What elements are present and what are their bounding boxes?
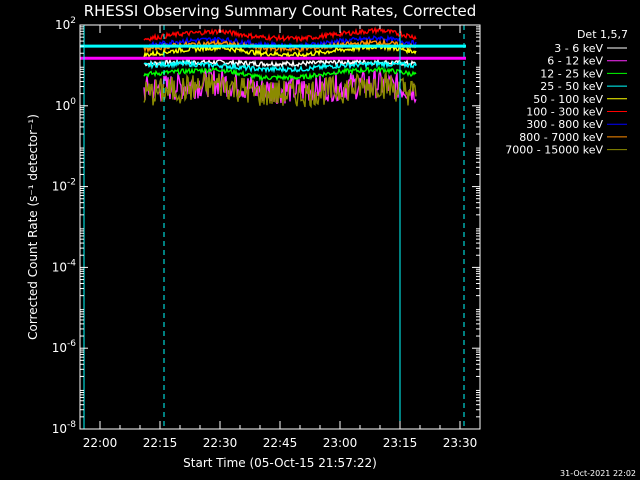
timestamp: 31-Oct-2021 22:02 xyxy=(560,469,636,478)
x-tick-label: 22:30 xyxy=(203,436,238,450)
y-tick-label: 10-6 xyxy=(52,339,77,355)
series-line xyxy=(143,26,417,44)
series-line xyxy=(143,65,417,82)
x-axis-label: Start Time (05-Oct-15 21:57:22) xyxy=(183,456,377,470)
legend-title: Det 1,5,7 xyxy=(577,28,628,41)
chart-title: RHESSI Observing Summary Count Rates, Co… xyxy=(84,2,477,20)
legend-label: 300 - 800 keV xyxy=(526,118,603,131)
legend-label: 3 - 6 keV xyxy=(554,42,603,55)
legend-label: 800 - 7000 keV xyxy=(519,131,603,144)
legend-label: 25 - 50 keV xyxy=(540,80,603,93)
series-line xyxy=(143,59,417,74)
series-layer xyxy=(143,26,417,109)
x-tick-label: 22:00 xyxy=(83,436,118,450)
x-tick-label: 23:00 xyxy=(323,436,358,450)
ticks-layer: 22:00 22:15 22:30 22:45 23:00 23:15 23:30 10-8 1… xyxy=(52,16,481,450)
series-line xyxy=(143,70,417,109)
y-tick-label: 100 xyxy=(55,97,76,113)
legend-label: 50 - 100 keV xyxy=(533,93,603,106)
x-tick-label: 22:15 xyxy=(143,436,178,450)
y-tick-label: 102 xyxy=(55,16,76,32)
x-tick-label: 23:30 xyxy=(443,436,478,450)
legend-label: 100 - 300 keV xyxy=(526,106,603,119)
x-tick-label: 23:15 xyxy=(383,436,418,450)
legend-label: 7000 - 15000 keV xyxy=(505,144,603,157)
y-tick-label: 10-2 xyxy=(52,178,76,194)
markers-layer xyxy=(80,25,466,429)
y-axis-label: Corrected Count Rate (s⁻¹ detector⁻¹) xyxy=(26,114,40,340)
y-tick-label: 10-8 xyxy=(52,420,77,436)
legend-label: 6 - 12 keV xyxy=(547,55,603,68)
y-tick-label: 10-4 xyxy=(52,258,77,274)
x-tick-label: 22:45 xyxy=(263,436,298,450)
legend-label: 12 - 25 keV xyxy=(540,67,603,80)
